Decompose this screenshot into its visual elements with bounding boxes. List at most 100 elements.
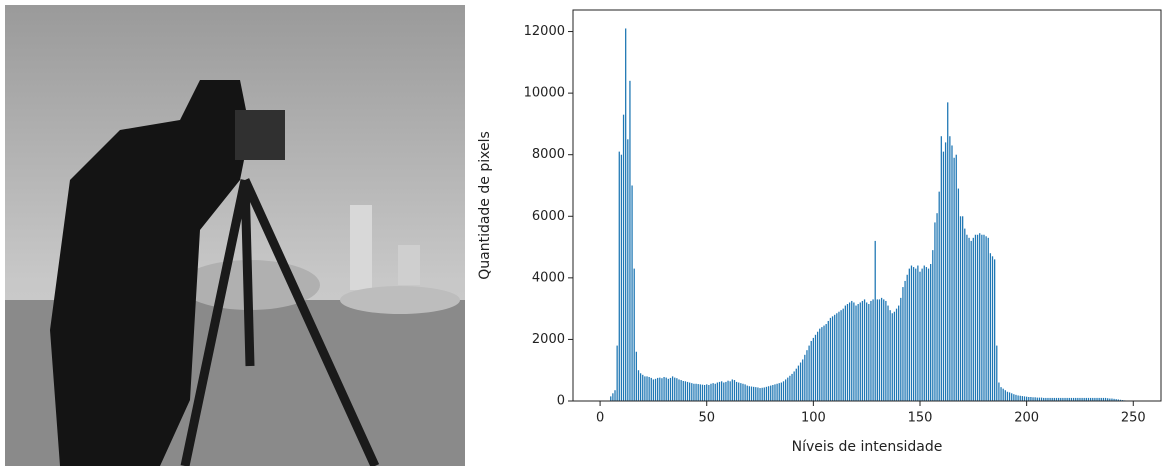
bar bbox=[616, 345, 618, 401]
bar bbox=[947, 102, 949, 401]
bar bbox=[974, 234, 977, 401]
bar bbox=[893, 311, 896, 401]
bar bbox=[844, 305, 846, 401]
bar bbox=[671, 376, 674, 401]
bar bbox=[804, 354, 806, 401]
bar bbox=[714, 383, 716, 401]
bar bbox=[780, 382, 783, 401]
bar bbox=[1013, 394, 1015, 401]
bar bbox=[900, 297, 902, 401]
bar bbox=[1021, 396, 1024, 401]
bar bbox=[959, 216, 962, 401]
bar bbox=[968, 237, 970, 401]
bar bbox=[787, 377, 789, 401]
y-tick-label: 12000 bbox=[524, 24, 565, 39]
bar bbox=[883, 299, 885, 401]
bar bbox=[872, 299, 874, 401]
bar bbox=[654, 378, 657, 401]
bar bbox=[1032, 397, 1034, 401]
bar bbox=[699, 384, 701, 401]
bar bbox=[755, 387, 757, 401]
bar bbox=[629, 80, 631, 401]
x-tick-label: 150 bbox=[908, 411, 933, 426]
bar bbox=[936, 213, 938, 401]
bar bbox=[716, 382, 719, 401]
bar bbox=[808, 345, 810, 401]
bar bbox=[1070, 397, 1073, 401]
bar bbox=[1083, 397, 1085, 401]
bar bbox=[1064, 397, 1066, 401]
bar bbox=[1100, 397, 1102, 401]
bar bbox=[1089, 397, 1092, 401]
bar bbox=[996, 345, 998, 401]
bar bbox=[876, 299, 878, 401]
bar bbox=[991, 256, 994, 401]
bar bbox=[821, 327, 823, 401]
bar bbox=[878, 299, 881, 401]
bar bbox=[1062, 397, 1064, 401]
bar bbox=[791, 373, 793, 401]
bar bbox=[746, 385, 748, 401]
bar bbox=[712, 383, 714, 401]
bar bbox=[812, 337, 815, 401]
bar bbox=[979, 233, 981, 401]
bar bbox=[663, 376, 665, 401]
bar bbox=[1011, 393, 1013, 401]
bar bbox=[898, 305, 900, 401]
bar bbox=[917, 265, 919, 401]
bar bbox=[772, 384, 774, 401]
bar bbox=[1075, 397, 1077, 401]
bar bbox=[908, 268, 910, 401]
bar bbox=[953, 157, 955, 401]
bar bbox=[620, 154, 623, 401]
bar bbox=[793, 371, 795, 401]
bar bbox=[932, 250, 934, 401]
bar bbox=[735, 381, 738, 401]
bar bbox=[761, 387, 763, 401]
bar bbox=[885, 300, 887, 401]
bar bbox=[1017, 395, 1019, 401]
bar bbox=[976, 234, 979, 401]
bar bbox=[1004, 390, 1006, 401]
bar bbox=[923, 265, 925, 401]
bar bbox=[1113, 398, 1115, 401]
bar bbox=[970, 240, 972, 401]
bar bbox=[1038, 397, 1041, 401]
bar bbox=[1028, 396, 1030, 401]
y-tick-label: 8000 bbox=[532, 147, 565, 162]
bar bbox=[765, 386, 768, 401]
bar bbox=[848, 302, 851, 401]
bar bbox=[650, 377, 652, 401]
bar bbox=[795, 368, 797, 401]
bar bbox=[1002, 388, 1004, 401]
bar bbox=[1068, 397, 1070, 401]
x-tick-label: 0 bbox=[596, 411, 604, 426]
bar bbox=[721, 381, 723, 401]
bar bbox=[1115, 399, 1117, 401]
bar bbox=[1051, 397, 1053, 401]
bar bbox=[919, 271, 921, 401]
bar bbox=[951, 145, 953, 401]
bar bbox=[680, 380, 682, 401]
y-tick-label: 2000 bbox=[532, 332, 565, 347]
bar bbox=[625, 28, 627, 401]
bar bbox=[740, 383, 742, 401]
bar bbox=[684, 381, 687, 401]
bar bbox=[912, 267, 915, 401]
bar bbox=[942, 151, 945, 401]
bar bbox=[669, 377, 672, 401]
x-axis-label: Níveis de intensidade bbox=[792, 439, 943, 455]
bar bbox=[622, 114, 625, 402]
bar bbox=[1019, 395, 1021, 401]
bar bbox=[627, 139, 629, 402]
bar bbox=[742, 383, 744, 401]
bar bbox=[834, 314, 836, 401]
bar bbox=[1077, 397, 1079, 401]
bar bbox=[1023, 396, 1026, 401]
bar bbox=[633, 268, 635, 401]
bar bbox=[814, 334, 817, 401]
bar bbox=[989, 253, 992, 401]
bar bbox=[784, 379, 787, 401]
bar bbox=[693, 383, 695, 401]
bar bbox=[1055, 397, 1058, 401]
